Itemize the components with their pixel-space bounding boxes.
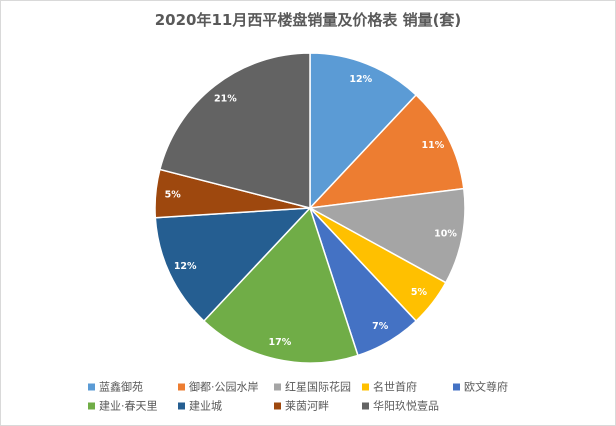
legend-swatch [274, 402, 281, 410]
legend-item-5: 欧文尊府 [453, 380, 508, 394]
legend-label: 蓝鑫御苑 [99, 380, 143, 394]
pie-slice-1 [309, 52, 418, 210]
legend-label: 御都·公园水岸 [189, 380, 259, 394]
legend-swatch [178, 383, 185, 391]
legend-label: 莱茵河畔 [285, 400, 329, 413]
data-labels: 12% 11% 10% 5% 7% 17% 12% 5% 21% [165, 74, 458, 348]
legend-item-6: 建业·春天里 [88, 399, 158, 413]
legend-swatch [362, 402, 369, 410]
data-label-6: 17% [269, 337, 292, 348]
legend-swatch [362, 383, 369, 391]
data-label-2: 11% [422, 140, 445, 151]
data-label-4: 5% [411, 287, 428, 298]
data-label-1: 12% [349, 74, 372, 85]
legend-item-3: 红星国际花园 [274, 381, 351, 394]
data-label-3: 10% [434, 228, 457, 239]
chart-title: 2020年11月西平楼盘销量及价格表 销量(套) [154, 11, 462, 29]
data-label-9: 21% [214, 94, 237, 105]
legend-label: 欧文尊府 [464, 380, 508, 394]
legend-swatch [178, 402, 185, 410]
legend-label: 华阳玖悦壹品 [373, 399, 439, 413]
legend-swatch [88, 383, 95, 391]
legend-item-8: 莱茵河畔 [274, 400, 329, 413]
pie-slice-6 [202, 206, 359, 364]
legend-swatch [453, 383, 460, 391]
pie-slice-7 [154, 207, 312, 323]
legend-label: 建业城 [189, 399, 222, 413]
legend-swatch [274, 383, 281, 391]
legend-item-4: 名世首府 [362, 380, 417, 394]
legend-item-9: 华阳玖悦壹品 [362, 399, 439, 413]
data-label-8: 5% [165, 190, 182, 201]
legend-swatch [88, 402, 95, 410]
pie-slices [154, 52, 466, 364]
data-label-5: 7% [372, 321, 389, 332]
pie-slice-9 [158, 52, 311, 209]
legend-item-7: 建业城 [178, 399, 222, 413]
pie-slice-2 [308, 93, 465, 210]
legend-item-2: 御都·公园水岸 [178, 380, 259, 394]
legend-label: 红星国际花园 [285, 381, 351, 394]
legend-label: 建业·春天里 [99, 399, 158, 413]
legend-label: 名世首府 [373, 380, 417, 394]
legend-item-1: 蓝鑫御苑 [88, 380, 143, 394]
data-label-7: 12% [174, 261, 197, 272]
pie-slice-3 [307, 187, 466, 284]
